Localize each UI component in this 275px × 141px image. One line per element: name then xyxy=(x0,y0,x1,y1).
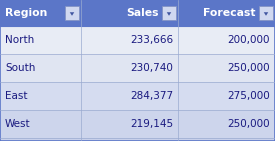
Bar xyxy=(65,6,79,20)
Text: North: North xyxy=(5,35,34,45)
Bar xyxy=(0,82,81,110)
Bar xyxy=(178,54,275,82)
Polygon shape xyxy=(70,12,74,16)
Bar xyxy=(0,110,81,138)
Bar xyxy=(0,26,81,54)
Text: 275,000: 275,000 xyxy=(227,91,270,101)
Text: West: West xyxy=(5,119,31,129)
Text: 284,377: 284,377 xyxy=(130,91,173,101)
Text: Sales: Sales xyxy=(126,8,159,18)
Text: 233,666: 233,666 xyxy=(130,35,173,45)
Bar xyxy=(81,54,178,82)
Text: Forecast: Forecast xyxy=(204,8,256,18)
Text: 250,000: 250,000 xyxy=(227,119,270,129)
Bar xyxy=(178,82,275,110)
Bar xyxy=(0,0,81,26)
Text: South: South xyxy=(5,63,35,73)
Bar xyxy=(81,82,178,110)
Text: 230,740: 230,740 xyxy=(130,63,173,73)
Text: 250,000: 250,000 xyxy=(227,63,270,73)
Bar xyxy=(259,6,273,20)
Bar xyxy=(178,110,275,138)
Bar xyxy=(178,26,275,54)
Bar xyxy=(162,6,176,20)
Bar xyxy=(81,110,178,138)
Polygon shape xyxy=(264,12,268,16)
Text: Region: Region xyxy=(5,8,47,18)
Polygon shape xyxy=(167,12,171,16)
Text: East: East xyxy=(5,91,28,101)
Bar xyxy=(81,26,178,54)
Bar xyxy=(81,0,178,26)
Bar xyxy=(0,54,81,82)
Text: 219,145: 219,145 xyxy=(130,119,173,129)
Bar xyxy=(178,0,275,26)
Text: 200,000: 200,000 xyxy=(227,35,270,45)
